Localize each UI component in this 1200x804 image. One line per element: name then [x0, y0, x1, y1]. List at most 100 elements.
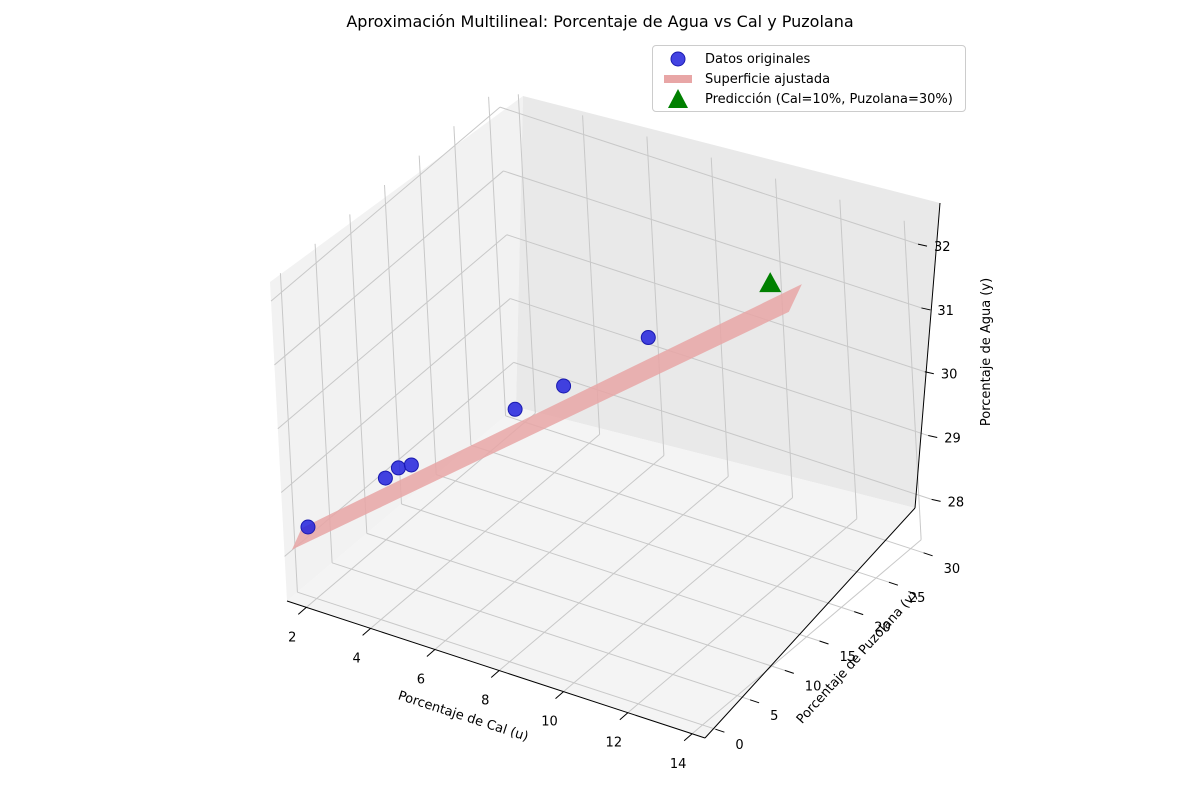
- legend-label: Datos originales: [705, 51, 811, 67]
- data-point: [403, 457, 419, 473]
- x-tick-mark: [683, 733, 693, 742]
- z-tick-label: 30: [941, 368, 958, 383]
- chart-title: Aproximación Multilineal: Porcentaje de …: [346, 12, 854, 31]
- y-tick-mark: [819, 640, 829, 645]
- grid-line-x-back: [775, 178, 794, 498]
- x-tick-label: 4: [352, 651, 360, 666]
- grid-line-y-left: [279, 273, 298, 593]
- grid-line-z-left: [270, 106, 501, 302]
- y-tick-label: 10: [805, 679, 822, 694]
- grid-line-z-back: [510, 298, 929, 437]
- grid-line-y-floor: [366, 532, 785, 671]
- grid-line-y-left: [384, 184, 402, 505]
- legend-item-superficie: Superficie ajustada: [661, 69, 830, 89]
- y-tick-mark: [715, 728, 725, 733]
- z-tick-mark: [928, 435, 938, 439]
- y-tick-mark: [888, 581, 899, 586]
- axis-lines: [286, 202, 941, 739]
- grid-line-y-left: [314, 243, 333, 563]
- grid-line-z-left: [274, 170, 504, 366]
- z-tick-mark: [931, 498, 941, 502]
- legend-circle-marker: [661, 49, 695, 69]
- grid-line-y-left: [349, 214, 368, 534]
- x-tick-mark: [426, 649, 436, 657]
- grid-line-y-left: [488, 96, 507, 416]
- y-ticks: 0 5 10 15 20 25 30: [715, 552, 961, 753]
- grid-line-z-back: [513, 361, 932, 500]
- data-point: [556, 378, 572, 394]
- data-point: [640, 330, 656, 346]
- x-tick-label: 12: [606, 736, 623, 751]
- grid-line-z-back: [506, 234, 925, 373]
- x-tick-mark: [490, 670, 500, 678]
- y-tick-mark: [749, 699, 760, 704]
- z-ticks: 28 29 30 31 32: [917, 240, 965, 510]
- grid-line-x-back: [710, 157, 729, 477]
- fitted-surface: [291, 284, 802, 550]
- z-axis-label: Porcentaje de Agua (y): [979, 278, 994, 426]
- grid-line-x-back: [903, 220, 922, 540]
- x-axis-line: [286, 600, 706, 739]
- x-ticks: 2 4 6 8 10 12 14: [288, 606, 693, 772]
- legend-triangle-marker: [661, 89, 695, 109]
- grid-line-x-back: [839, 199, 858, 519]
- x-tick-label: 10: [541, 715, 558, 730]
- legend-label: Predicción (Cal=10%, Puzolana=30%): [705, 91, 953, 107]
- y-tick-label: 20: [874, 621, 891, 636]
- x-tick-label: 8: [481, 694, 489, 709]
- grid-line-x-back: [517, 94, 536, 414]
- pane-floor: [287, 407, 915, 738]
- data-points: [300, 272, 782, 535]
- grid-line-z-back: [503, 170, 922, 309]
- y-tick-mark: [784, 669, 794, 674]
- grid-line-y-floor: [401, 503, 820, 642]
- z-tick-label: 32: [934, 240, 951, 255]
- grid-line-y-left: [418, 155, 437, 475]
- grid-line-z-left: [277, 234, 508, 430]
- y-tick-mark: [923, 552, 933, 557]
- x-tick-mark: [362, 628, 371, 636]
- z-tick-label: 28: [948, 495, 965, 510]
- x-tick-label: 6: [417, 672, 425, 687]
- z-tick-mark: [921, 307, 931, 311]
- legend-item-datos: Datos originales: [661, 49, 810, 69]
- data-point: [507, 401, 523, 417]
- grid-line-y-floor: [297, 591, 716, 730]
- y-tick-label: 15: [840, 650, 857, 665]
- x-tick-mark: [619, 712, 629, 721]
- z-tick-label: 31: [937, 304, 954, 319]
- grid-line-x-back: [582, 115, 601, 435]
- x-tick-mark: [297, 606, 307, 615]
- grid-lines: [270, 94, 932, 735]
- legend-item-prediccion: Predicción (Cal=10%, Puzolana=30%): [661, 89, 953, 109]
- y-tick-label: 0: [735, 738, 743, 753]
- grid-line-x-back: [646, 136, 665, 456]
- grid-line-z-back: [499, 106, 919, 245]
- pane-left: [270, 96, 523, 601]
- grid-line-y-floor: [331, 562, 751, 701]
- x-tick-label: 14: [670, 757, 687, 772]
- y-axis-line: [704, 507, 916, 739]
- z-tick-mark: [917, 243, 928, 247]
- x-tick-mark: [555, 691, 564, 700]
- y-tick-label: 5: [770, 709, 778, 724]
- y-tick-mark: [854, 611, 864, 616]
- data-point: [300, 519, 316, 535]
- x-axis-label: Porcentaje de Cal (u): [396, 689, 530, 745]
- z-axis-line: [914, 202, 941, 509]
- data-point: [390, 460, 406, 476]
- data-point: [377, 470, 393, 486]
- legend-patch-marker: [661, 69, 695, 89]
- grid-line-y-floor: [470, 444, 890, 583]
- prediction-marker: [759, 272, 782, 293]
- grid-line-y-floor: [436, 474, 855, 613]
- grid-line-y-floor: [505, 415, 924, 554]
- y-tick-label: 30: [944, 562, 961, 577]
- grid-line-y-left: [453, 126, 472, 446]
- z-tick-mark: [924, 371, 934, 375]
- grid-line-z-left: [280, 298, 511, 493]
- legend: Datos originales Superficie ajustada Pre…: [652, 45, 966, 112]
- legend-label: Superficie ajustada: [705, 71, 831, 87]
